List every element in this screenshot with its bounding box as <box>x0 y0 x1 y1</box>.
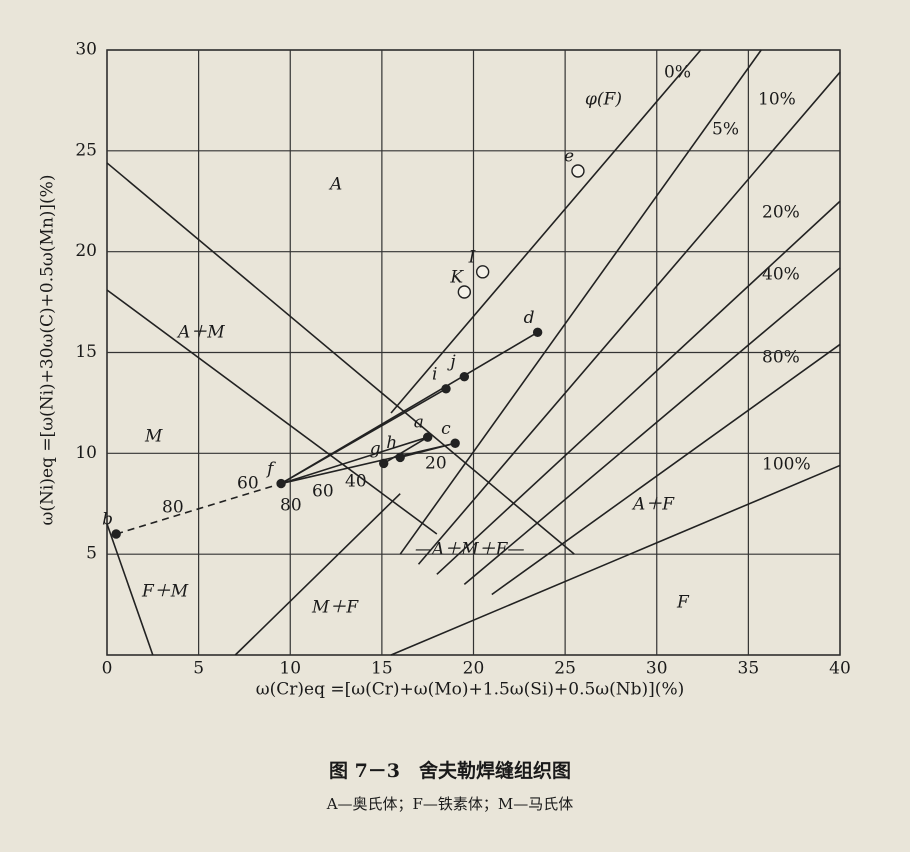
caption-note: A—奥氏体；F—铁素体；M—马氏体 <box>326 795 574 813</box>
region-label: M＋F <box>311 598 359 618</box>
region-label: A＋F <box>631 495 675 515</box>
y-tick-label: 5 <box>86 544 97 564</box>
annotation: 60 <box>312 482 334 502</box>
phase-boundary <box>106 289 438 535</box>
phase-boundary <box>106 523 154 656</box>
ferrite-line <box>417 71 841 565</box>
region-label: F＋M <box>141 582 189 602</box>
point-label: d <box>524 308 535 328</box>
ferrite-line <box>390 49 702 414</box>
point-label: I <box>468 247 476 267</box>
legend-title: φ(F) <box>585 90 622 110</box>
point <box>441 384 451 394</box>
y-tick-label: 20 <box>75 241 97 261</box>
point <box>475 265 490 279</box>
point <box>276 478 286 489</box>
point <box>111 529 121 539</box>
annotation: 20 <box>425 454 447 474</box>
x-tick-label: 20 <box>463 659 485 679</box>
tie-line <box>400 442 456 459</box>
annotation: 40 <box>345 472 367 492</box>
point-label: a <box>414 413 424 433</box>
y-tick-label: 10 <box>75 443 97 463</box>
ferrite-line <box>436 200 841 575</box>
x-tick-label: 25 <box>554 659 576 679</box>
point <box>571 164 585 178</box>
series-label: 5% <box>712 120 739 140</box>
dashed-line <box>115 482 282 535</box>
point-label: h <box>386 433 397 453</box>
x-tick-label: 5 <box>193 659 204 679</box>
point <box>457 285 472 299</box>
point <box>459 372 470 382</box>
region-label: A＋M <box>176 323 225 343</box>
ferrite-line <box>491 343 841 596</box>
point-label: e <box>564 147 574 167</box>
x-tick-label: 15 <box>371 659 393 679</box>
series-label: 40% <box>762 265 800 285</box>
x-tick-label: 35 <box>738 659 760 679</box>
ferrite-line <box>390 464 841 656</box>
point-label: b <box>102 510 113 530</box>
annotation: 80 <box>162 498 184 518</box>
x-tick-label: 0 <box>102 659 113 679</box>
point <box>379 458 389 469</box>
x-tick-label: 30 <box>646 659 668 679</box>
series-label: 20% <box>762 203 800 223</box>
point <box>395 452 405 463</box>
series-label: 0% <box>664 63 691 83</box>
x-tick-label: 10 <box>279 659 301 679</box>
point-label: f <box>265 459 276 479</box>
y-tick-label: 25 <box>75 140 97 160</box>
y-tick-label: 30 <box>75 40 97 60</box>
region-label: A <box>328 175 342 195</box>
phase-boundary <box>234 493 401 656</box>
y-tick-label: 15 <box>75 342 97 362</box>
y-axis-label: ω(Ni)eq =[ω(Ni)+30ω(C)+0.5ω(Mn)](%) <box>38 175 58 526</box>
point-label: g <box>370 439 381 459</box>
ferrite-line <box>463 267 841 586</box>
point-label: K <box>449 268 464 288</box>
point-label: c <box>441 419 451 439</box>
series-label: 80% <box>762 348 800 368</box>
series-label: 100% <box>762 455 811 475</box>
point <box>532 327 543 338</box>
point-label: i <box>432 364 437 384</box>
phase-boundary <box>106 162 575 555</box>
annotation: 60 <box>237 474 259 494</box>
region-label: F <box>676 593 690 613</box>
series-label: 10% <box>758 90 796 110</box>
caption-title: 图 7－3 舍夫勒焊缝组织图 <box>329 759 571 782</box>
point-label: j <box>446 352 456 372</box>
tie-line <box>280 388 447 485</box>
tie-line <box>280 436 428 485</box>
point <box>422 432 433 442</box>
ferrite-line <box>399 49 762 555</box>
region-label: M <box>144 427 163 447</box>
tie-line <box>383 436 429 465</box>
x-axis-label: ω(Cr)eq =[ω(Cr)+ω(Mo)+1.5ω(Si)+0.5ω(Nb)]… <box>256 680 684 700</box>
x-tick-label: 40 <box>829 659 851 679</box>
point <box>450 438 460 448</box>
